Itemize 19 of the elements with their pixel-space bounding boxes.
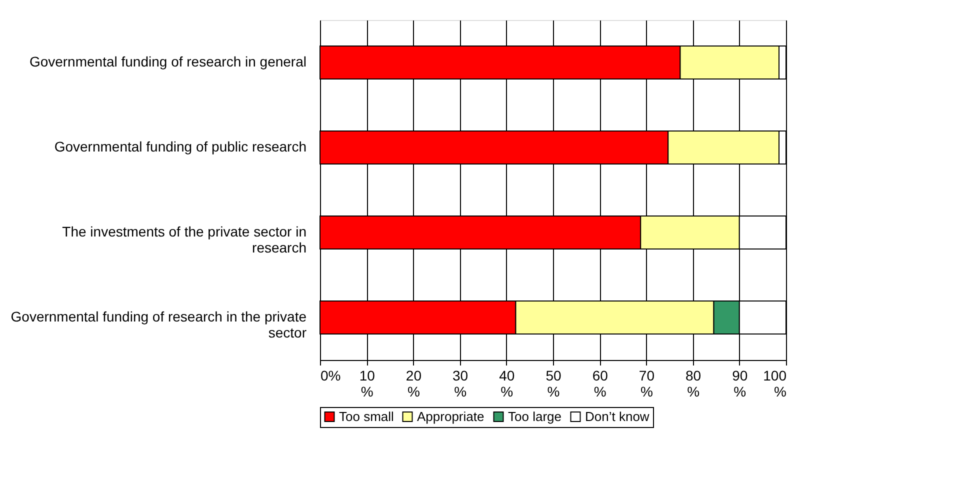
x-tick-label: 70% [638, 368, 655, 400]
x-tick-label: 10% [359, 368, 376, 400]
y-tick-label: Governmental funding of research in the private sector [10, 308, 307, 340]
x-tick-label: 90% [732, 368, 748, 400]
x-tick-label: 100% [763, 368, 787, 400]
x-tick-label: 80% [686, 368, 702, 400]
y-tick-label: Governmental funding of research in general [29, 54, 306, 70]
x-tick-label: 40% [499, 368, 515, 400]
y-tick-label: Governmental funding of public research [54, 138, 306, 154]
x-tick-label: 50% [546, 368, 562, 400]
legend-label: Too large [508, 408, 562, 424]
x-tick-label: 20% [406, 368, 422, 400]
legend-label: Don’t know [585, 408, 650, 424]
legend-label: Appropriate [417, 408, 484, 424]
x-tick-label: 30% [452, 368, 468, 400]
legend-label: Too small [339, 408, 394, 424]
y-tick-label: The investments of the private sector in research [62, 224, 306, 256]
x-tick-label: 0% [320, 368, 341, 384]
x-tick-label: 60% [592, 368, 608, 400]
